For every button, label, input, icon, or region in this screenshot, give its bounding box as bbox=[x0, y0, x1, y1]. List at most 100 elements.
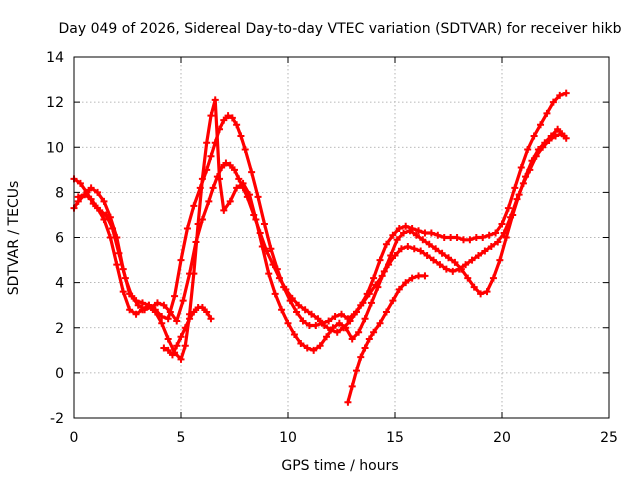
data-point bbox=[338, 310, 345, 318]
x-tick-label: 5 bbox=[177, 430, 186, 446]
data-point bbox=[511, 184, 519, 192]
data-point bbox=[134, 301, 142, 309]
data-point bbox=[427, 229, 435, 237]
data-point bbox=[543, 109, 551, 117]
data-point bbox=[389, 297, 397, 305]
data-point bbox=[303, 344, 311, 352]
data-point bbox=[113, 261, 121, 269]
data-point bbox=[138, 299, 146, 307]
series-track-1 bbox=[70, 89, 570, 329]
data-point bbox=[224, 112, 232, 120]
data-point bbox=[128, 292, 136, 300]
data-point bbox=[348, 382, 356, 390]
data-point bbox=[537, 121, 545, 129]
data-point bbox=[387, 252, 395, 260]
data-point bbox=[237, 132, 245, 140]
data-point bbox=[177, 333, 185, 341]
x-tick-label: 15 bbox=[386, 430, 404, 446]
data-point bbox=[278, 306, 286, 314]
data-point bbox=[87, 195, 95, 203]
data-point bbox=[355, 328, 363, 336]
data-point bbox=[421, 229, 429, 237]
data-point bbox=[87, 184, 95, 192]
data-point bbox=[106, 234, 114, 241]
data-point bbox=[194, 220, 202, 228]
data-point bbox=[479, 234, 487, 241]
data-point bbox=[547, 132, 555, 140]
data-point bbox=[464, 274, 472, 282]
data-point bbox=[562, 89, 570, 97]
data-point bbox=[489, 274, 497, 282]
data-point bbox=[145, 301, 153, 309]
x-tick-label: 10 bbox=[279, 430, 297, 446]
data-point bbox=[528, 157, 536, 165]
data-point bbox=[81, 191, 89, 199]
data-point bbox=[248, 168, 256, 176]
data-point bbox=[100, 215, 108, 223]
data-point bbox=[549, 98, 557, 106]
data-point bbox=[370, 274, 378, 282]
data-point bbox=[389, 231, 397, 239]
y-tick-label: 12 bbox=[46, 95, 64, 111]
data-point bbox=[181, 324, 189, 332]
data-point bbox=[198, 303, 206, 311]
data-point bbox=[316, 342, 324, 350]
data-point bbox=[485, 231, 493, 239]
data-point bbox=[320, 321, 328, 329]
data-point bbox=[252, 215, 260, 223]
data-point bbox=[367, 299, 375, 307]
data-point bbox=[333, 328, 341, 336]
x-axis-label: GPS time / hours bbox=[281, 458, 398, 474]
data-point bbox=[325, 317, 333, 325]
data-point bbox=[293, 308, 301, 316]
data-point bbox=[241, 146, 249, 154]
data-point bbox=[417, 247, 425, 255]
data-point bbox=[541, 139, 549, 147]
data-point bbox=[515, 191, 523, 199]
data-point bbox=[472, 234, 480, 241]
data-point bbox=[295, 301, 303, 309]
x-tick-label: 0 bbox=[70, 430, 79, 446]
data-point bbox=[400, 229, 408, 237]
data-point bbox=[522, 173, 530, 181]
data-point bbox=[487, 243, 495, 251]
data-point bbox=[430, 256, 438, 264]
data-point bbox=[158, 319, 166, 327]
data-point bbox=[404, 243, 412, 251]
data-point bbox=[76, 179, 84, 187]
data-point bbox=[126, 306, 134, 314]
data-point bbox=[235, 175, 243, 183]
data-point bbox=[498, 220, 506, 228]
data-point bbox=[504, 204, 512, 212]
series-line bbox=[72, 91, 568, 328]
data-point bbox=[440, 234, 448, 241]
data-point bbox=[94, 188, 102, 196]
data-point bbox=[181, 342, 189, 350]
data-point bbox=[183, 224, 191, 232]
data-point bbox=[267, 245, 275, 253]
series-track-5 bbox=[344, 272, 429, 406]
data-point bbox=[357, 353, 365, 361]
x-tick-label: 25 bbox=[600, 430, 618, 446]
data-point bbox=[376, 256, 384, 264]
data-point bbox=[211, 96, 219, 104]
data-point bbox=[434, 231, 442, 239]
data-point bbox=[556, 91, 564, 99]
data-point bbox=[361, 344, 369, 352]
data-point bbox=[153, 299, 161, 307]
series-line bbox=[346, 274, 427, 404]
data-point bbox=[190, 270, 198, 278]
data-point bbox=[239, 179, 247, 187]
data-point bbox=[207, 315, 215, 323]
data-point bbox=[415, 227, 423, 235]
data-point bbox=[402, 279, 410, 287]
data-point bbox=[160, 301, 168, 309]
data-point bbox=[449, 267, 457, 275]
data-point bbox=[560, 132, 568, 140]
data-point bbox=[121, 274, 129, 282]
data-point bbox=[359, 299, 367, 307]
data-point bbox=[190, 308, 198, 316]
data-point bbox=[226, 161, 234, 169]
data-point bbox=[138, 306, 146, 314]
